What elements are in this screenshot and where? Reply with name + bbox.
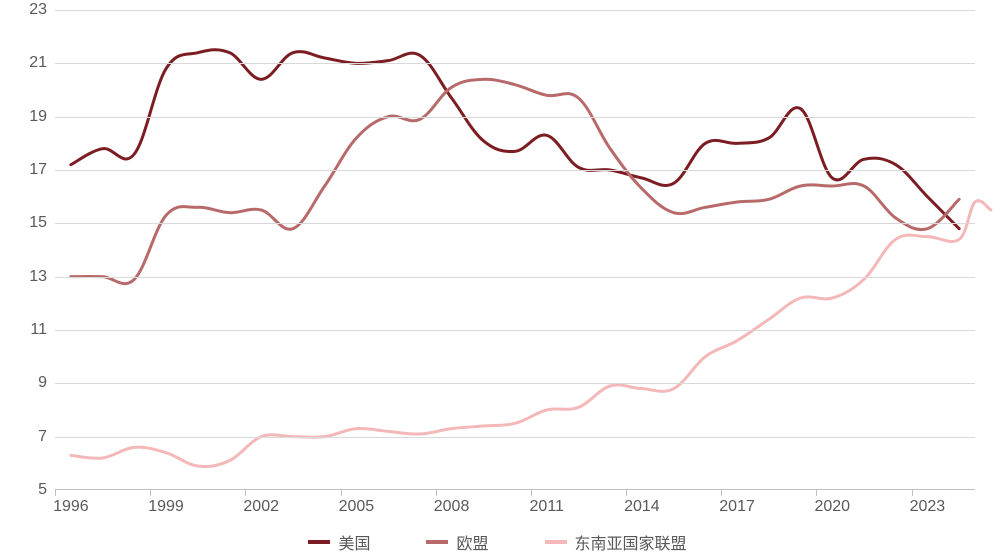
gridline: [55, 383, 975, 384]
x-tick-label: 1996: [53, 490, 89, 516]
y-tick-label: 9: [38, 374, 55, 392]
gridline: [55, 330, 975, 331]
legend-item-asean: 东南亚国家联盟: [545, 530, 687, 554]
legend-item-eu: 欧盟: [426, 530, 488, 554]
legend-label: 美国: [338, 530, 370, 554]
y-tick-label: 23: [29, 1, 55, 19]
y-tick-label: 7: [38, 428, 55, 446]
series-line-eu: [71, 79, 959, 283]
gridline: [55, 170, 975, 171]
legend-label: 欧盟: [456, 530, 488, 554]
y-tick-label: 21: [29, 54, 55, 72]
x-tick-label: 2017: [719, 490, 755, 516]
x-tick-label: 2014: [624, 490, 660, 516]
y-tick-label: 15: [29, 214, 55, 232]
gridline: [55, 10, 975, 11]
y-tick-label: 11: [30, 321, 55, 339]
y-tick-label: 19: [29, 108, 55, 126]
series-line-asean: [71, 201, 991, 467]
x-tick-label: 1999: [148, 490, 184, 516]
y-tick-label: 13: [29, 268, 55, 286]
gridline: [55, 117, 975, 118]
legend-swatch: [308, 540, 330, 544]
x-tick-label: 2011: [530, 490, 564, 516]
gridline: [55, 437, 975, 438]
gridline: [55, 277, 975, 278]
x-tick-label: 2020: [814, 490, 850, 516]
gridline: [55, 223, 975, 224]
y-tick-label: 17: [29, 161, 55, 179]
legend-swatch: [545, 540, 567, 544]
legend: 美国 欧盟 东南亚国家联盟: [0, 530, 995, 554]
chart-lines-svg: [55, 10, 975, 490]
legend-item-usa: 美国: [308, 530, 370, 554]
legend-swatch: [426, 540, 448, 544]
x-tick-label: 2005: [339, 490, 375, 516]
gridline: [55, 63, 975, 64]
series-line-usa: [71, 50, 959, 229]
x-tick-label: 2023: [910, 490, 946, 516]
plot-area: 5791113151719212319961999200220052008201…: [55, 10, 975, 490]
x-tick-label: 2008: [434, 490, 470, 516]
line-chart: 5791113151719212319961999200220052008201…: [0, 0, 995, 557]
x-tick-label: 2002: [243, 490, 279, 516]
legend-label: 东南亚国家联盟: [575, 530, 687, 554]
